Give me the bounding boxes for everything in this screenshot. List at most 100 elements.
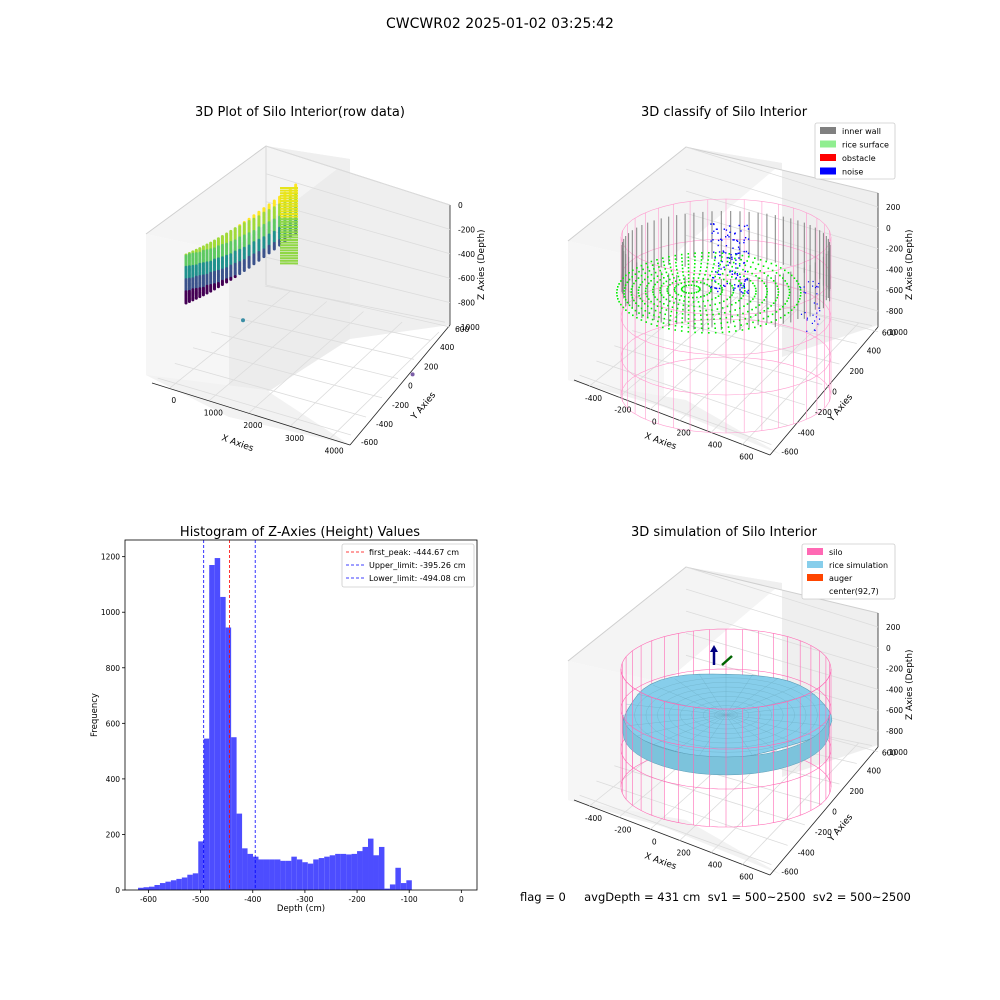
rice-point xyxy=(762,317,765,320)
rice-point xyxy=(725,316,728,319)
noise-point xyxy=(727,234,729,236)
rice-point xyxy=(661,307,663,309)
rice-surface-mesh xyxy=(699,674,727,716)
x-tick-label: 200 xyxy=(677,429,692,438)
rice-point xyxy=(766,288,768,290)
rice-point xyxy=(757,263,760,266)
histogram-bar xyxy=(159,883,166,890)
noise-point xyxy=(712,239,714,241)
noise-point xyxy=(728,236,730,238)
rice-point xyxy=(786,282,788,285)
rice-point xyxy=(795,280,798,282)
rice-point xyxy=(747,328,750,330)
rice-point xyxy=(669,300,671,303)
rice-point xyxy=(731,294,733,296)
rice-point xyxy=(633,299,635,302)
rice-point xyxy=(618,300,620,303)
classify-inner-wall-points xyxy=(621,211,831,332)
legend-label: Upper_limit: -395.26 cm xyxy=(369,561,466,570)
noise-point xyxy=(812,280,814,283)
rice-point xyxy=(647,282,650,285)
rice-point xyxy=(697,290,700,293)
rice-point xyxy=(624,298,627,301)
z-tick-label: -800 xyxy=(458,299,475,308)
noise-point xyxy=(723,251,725,253)
rice-point xyxy=(706,318,709,321)
z-tick-label: -1000 xyxy=(886,328,908,337)
legend-label: rice simulation xyxy=(829,561,888,570)
raw-outlier-point xyxy=(241,318,245,323)
classify-legend: inner wall rice surface obstacle noise xyxy=(814,122,896,180)
raw-3d-plot: 3D Plot of Silo Interior(row data) 0 1000… xyxy=(145,105,487,455)
rice-point xyxy=(671,282,674,284)
raw-point xyxy=(280,194,298,197)
legend-swatch xyxy=(807,561,823,568)
simulation-auger-marker xyxy=(710,645,733,666)
rice-point xyxy=(734,325,736,328)
rice-point xyxy=(707,299,709,302)
rice-point xyxy=(653,303,655,305)
noise-point xyxy=(728,262,731,264)
rice-point xyxy=(659,292,662,294)
noise-point xyxy=(717,273,720,275)
rice-point xyxy=(782,305,784,308)
rice-point xyxy=(682,274,685,277)
noise-point xyxy=(716,228,718,230)
histogram-bar xyxy=(209,565,215,890)
histogram-ylabel: Frequency xyxy=(90,693,100,737)
histogram-bar xyxy=(170,880,177,890)
rice-point xyxy=(723,300,725,303)
rice-point xyxy=(628,272,630,274)
rice-point xyxy=(694,327,696,329)
rice-point xyxy=(790,309,793,311)
histogram-bar xyxy=(351,853,358,890)
raw-point xyxy=(242,269,246,272)
noise-point xyxy=(747,289,750,292)
histogram-bar xyxy=(214,558,221,890)
rice-point xyxy=(744,264,747,267)
y-tick-label: 800 xyxy=(106,664,121,673)
rice-point xyxy=(667,292,669,294)
noise-point xyxy=(815,287,817,289)
raw-point xyxy=(280,249,298,252)
rice-point xyxy=(747,270,749,273)
histogram-frame xyxy=(124,539,478,891)
histogram-bar xyxy=(395,867,401,890)
y-tick-label: -400 xyxy=(798,848,815,857)
noise-point xyxy=(747,228,750,230)
rice-point xyxy=(706,266,708,269)
rice-point xyxy=(695,285,698,287)
rice-point xyxy=(754,293,757,295)
histogram-bar xyxy=(280,860,286,890)
rice-point xyxy=(759,270,761,272)
noise-point xyxy=(726,257,728,259)
histogram-bar xyxy=(138,887,144,890)
x-tick-label: 0 xyxy=(459,895,464,904)
rice-point xyxy=(694,256,696,258)
histogram-bar xyxy=(368,838,374,890)
rice-point xyxy=(734,271,736,274)
rice-point xyxy=(687,263,690,266)
rice-point xyxy=(763,282,766,285)
rice-point xyxy=(652,286,655,288)
z-tick-label: -600 xyxy=(886,706,903,715)
rice-point xyxy=(653,268,655,270)
rice-point xyxy=(687,277,690,280)
rice-point xyxy=(674,297,677,300)
rice-point xyxy=(681,313,684,315)
x-tick-label: 400 xyxy=(708,861,723,870)
rice-point xyxy=(675,265,678,267)
rice-point xyxy=(639,297,642,300)
rice-point xyxy=(703,295,706,297)
rice-point xyxy=(692,296,694,299)
y-tick-label: 400 xyxy=(867,346,882,355)
rice-point xyxy=(734,257,736,260)
raw-point xyxy=(280,197,298,200)
simulation-legend: silo rice simulation auger center(92,7) xyxy=(801,543,896,600)
noise-point xyxy=(723,228,725,230)
rice-point xyxy=(700,259,703,261)
x-tick-label: -400 xyxy=(585,814,602,823)
rice-point xyxy=(749,266,752,268)
rice-point xyxy=(706,314,708,316)
raw-point xyxy=(280,223,298,226)
